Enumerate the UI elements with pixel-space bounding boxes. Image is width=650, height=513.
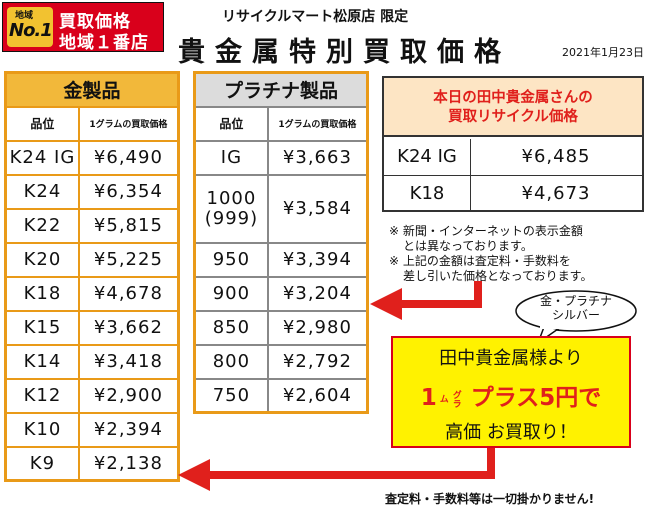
platinum-col-price: 1グラムの買取価格 (266, 105, 369, 142)
promo-line2: 1 グラム プラス5円で (393, 378, 629, 412)
gold-col-price: 1グラムの買取価格 (77, 105, 180, 142)
platinum-price-table: プラチナ製品 品位 1グラムの買取価格 IG ¥3,663 1000 (999) … (193, 71, 369, 414)
ranking-badge: 地域 No.1 買取価格 地域１番店 (2, 2, 164, 53)
platinum-grade-sub: (999) (204, 207, 259, 229)
gold-grade: K14 (4, 343, 80, 380)
note-2-line2: 差し引いた価格となっております。 (403, 269, 593, 283)
badge-area-label: 地域 (15, 11, 34, 21)
note-1: ※ 新聞・インターネットの表示金額 とは異なっております。 (389, 224, 583, 254)
arrow-to-900-line (400, 281, 482, 308)
platinum-price: ¥3,204 (266, 275, 369, 312)
tanaka-price: ¥4,673 (521, 183, 591, 204)
gold-grade: K24 (4, 173, 80, 210)
gold-price: ¥2,394 (77, 411, 180, 448)
platinum-grade: 800 (193, 343, 269, 380)
badge-line2: 地域１番店 (59, 33, 149, 53)
platinum-price: ¥2,792 (266, 343, 369, 380)
platinum-price: ¥2,980 (266, 309, 369, 346)
promo-line1: 田中貴金属様より (439, 348, 583, 369)
footer-note: 査定料・手数料等は一切掛かりません! (385, 492, 595, 506)
platinum-price: ¥2,604 (266, 377, 369, 414)
gold-col-grade: 品位 (4, 105, 80, 142)
gold-grade: K9 (4, 445, 80, 482)
gold-price-table: 金製品 品位 1グラムの買取価格 K24 IG ¥6,490 K24 ¥6,354 … (4, 71, 180, 482)
platinum-grade: 850 (193, 309, 269, 346)
gold-grade: K24 IG (4, 139, 80, 176)
platinum-grade: IG (193, 139, 269, 176)
note-1-line2: とは異なっております。 (403, 239, 533, 253)
promo-box: 田中貴金属様より 1 グラム プラス5円で 高価 お買取り！ (391, 336, 631, 448)
page-title: 貴金属特別買取価格 (178, 37, 511, 68)
tanaka-heading-line2: 買取リサイクル価格 (448, 109, 578, 125)
bubble-text: 金・プラチナ シルバー (514, 294, 638, 322)
platinum-grade: 750 (193, 377, 269, 414)
platinum-price: ¥3,663 (266, 139, 369, 176)
metals-speech-bubble: 金・プラチナ シルバー (514, 289, 638, 345)
tanaka-grade: K24 IG (384, 139, 471, 175)
platinum-grade: 900 (193, 275, 269, 312)
badge-no1: No.1 (9, 20, 53, 41)
platinum-table-title: プラチナ製品 (193, 71, 369, 108)
tanaka-row: K18 ¥4,673 (384, 176, 642, 212)
arrow-to-k9-line (208, 445, 495, 479)
promo-unit-kana: グラム (437, 389, 461, 408)
gold-price: ¥5,225 (77, 241, 180, 278)
arrow-to-900-head (370, 288, 402, 320)
gold-price: ¥2,900 (77, 377, 180, 414)
platinum-price: ¥3,394 (266, 241, 369, 278)
tanaka-row: K24 IG ¥6,485 (384, 139, 642, 176)
gold-table-title: 金製品 (4, 71, 180, 108)
gold-grade: K10 (4, 411, 80, 448)
gold-grade: K22 (4, 207, 80, 244)
gold-price: ¥6,490 (77, 139, 180, 176)
gold-price: ¥6,354 (77, 173, 180, 210)
bubble-line2: シルバー (551, 308, 600, 322)
gold-grade: K18 (4, 275, 80, 312)
gold-grade: K12 (4, 377, 80, 414)
platinum-grade-main: 1000 (206, 187, 257, 209)
bubble-line1: 金・プラチナ (539, 294, 612, 308)
gold-price: ¥2,138 (77, 445, 180, 482)
gold-price: ¥3,418 (77, 343, 180, 380)
platinum-price: ¥3,584 (266, 173, 369, 244)
note-2: ※ 上記の金額は査定料・手数料を 差し引いた価格となっております。 (389, 254, 592, 284)
platinum-grade: 1000 (999) (193, 173, 269, 244)
tanaka-heading-line1: 本日の田中貴金属さんの (433, 90, 593, 106)
tanaka-grade: K18 (384, 176, 471, 212)
gold-price: ¥4,678 (77, 275, 180, 312)
tanaka-heading: 本日の田中貴金属さんの 買取リサイクル価格 (384, 78, 642, 137)
gold-grade: K15 (4, 309, 80, 346)
badge-line1: 買取価格 (59, 12, 131, 32)
gold-grade: K20 (4, 241, 80, 278)
note-1-line1: ※ 新聞・インターネットの表示金額 (389, 224, 583, 238)
tanaka-price: ¥6,485 (521, 146, 591, 167)
promo-plus-text: プラス5円で (470, 385, 602, 411)
bubble-shape (515, 290, 637, 345)
promo-unit-num: 1 (420, 385, 437, 411)
date-label: 2021年1月23日 (562, 46, 644, 59)
no1-emblem (7, 7, 53, 47)
gold-price: ¥5,815 (77, 207, 180, 244)
promo-line3: 高価 お買取り！ (445, 422, 577, 443)
platinum-grade: 950 (193, 241, 269, 278)
gold-price: ¥3,662 (77, 309, 180, 346)
platinum-col-grade: 品位 (193, 105, 269, 142)
tanaka-reference-box: 本日の田中貴金属さんの 買取リサイクル価格 K24 IG ¥6,485 K18 … (382, 76, 644, 212)
arrow-to-k9-head (178, 459, 210, 491)
note-2-line1: ※ 上記の金額は査定料・手数料を (389, 254, 571, 268)
store-name: リサイクルマート松原店 限定 (222, 9, 409, 25)
